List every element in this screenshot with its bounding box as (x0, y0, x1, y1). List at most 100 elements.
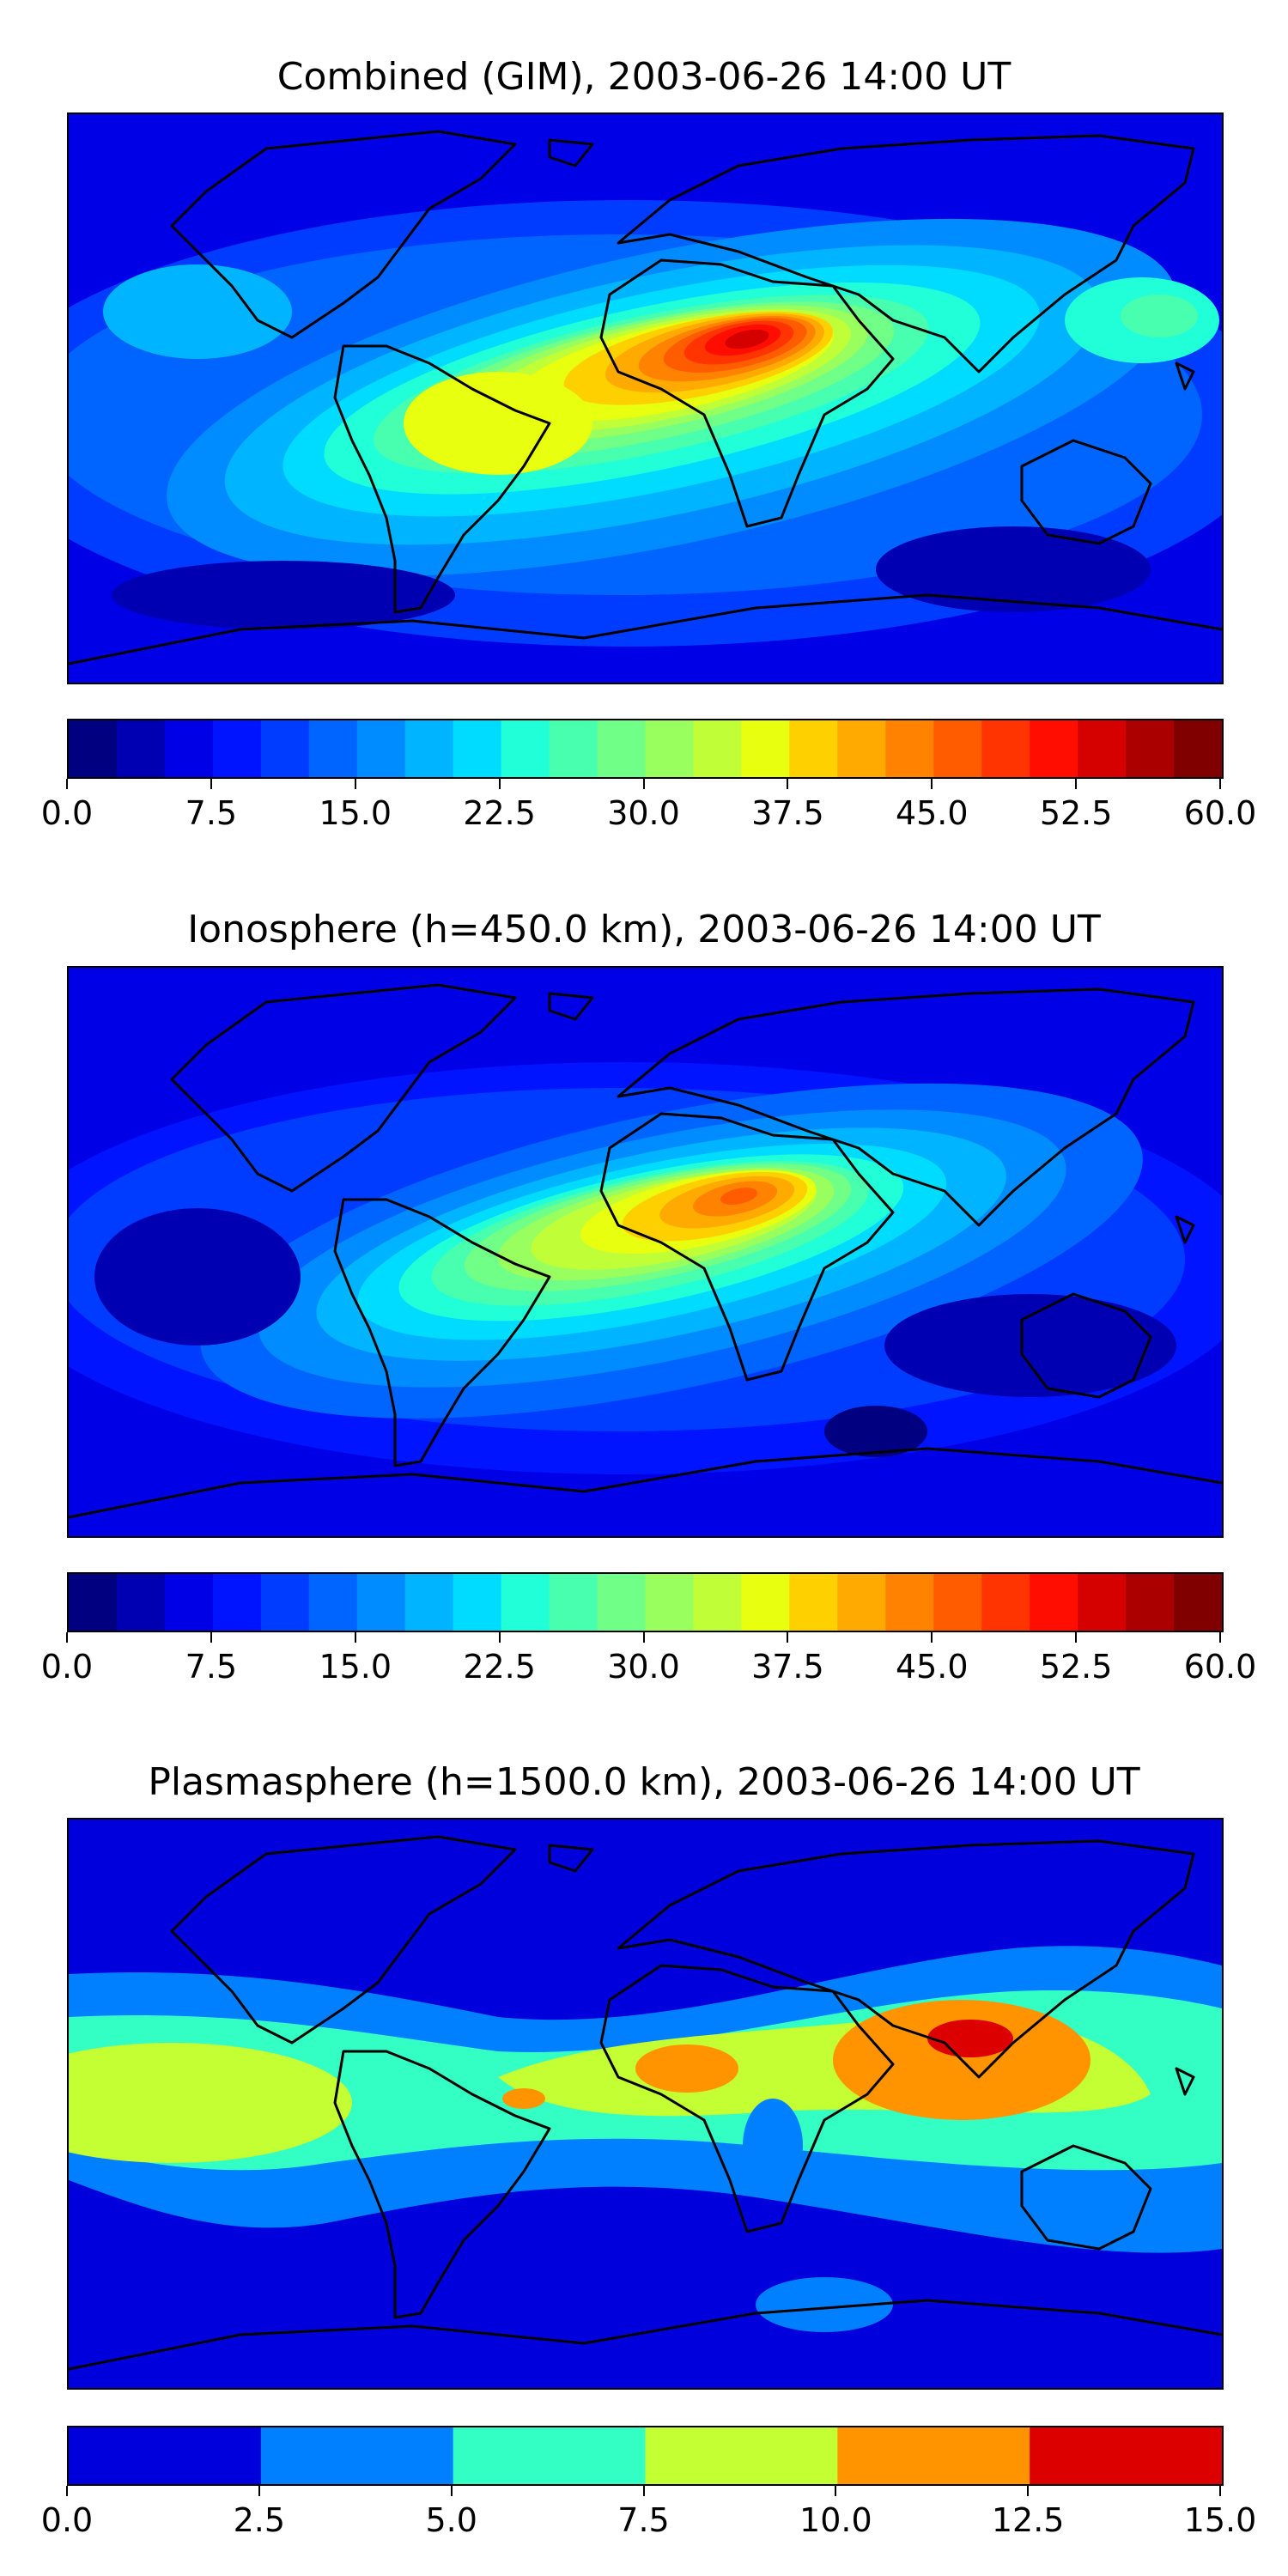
colorbar-swatch (116, 720, 166, 777)
colorbar-swatch (212, 1574, 262, 1631)
colorbar (67, 2426, 1224, 2486)
colorbar-swatch (1078, 1574, 1127, 1631)
colorbar-tick (1075, 1632, 1078, 1643)
colorbar-tick-label: 22.5 (463, 1648, 536, 1686)
colorbar-tick (354, 1632, 356, 1643)
colorbar-tick (1219, 1632, 1221, 1643)
colorbar-ticks: 0.0 2.5 5.0 7.5 10.0 12.5 15.0 (41, 2486, 1256, 2539)
colorbar-tick-label: 30.0 (607, 1648, 680, 1686)
colorbar-swatch (116, 1574, 166, 1631)
colorbar-tick-label: 5.0 (425, 2501, 477, 2539)
colorbar-swatch (933, 720, 982, 777)
colorbar-tick (354, 779, 356, 789)
colorbar-swatch (645, 2427, 838, 2484)
colorbar-tick (835, 2486, 837, 2496)
coastline (69, 130, 1222, 665)
colorbar-tick-label: 15.0 (1183, 2501, 1257, 2539)
colorbar-tick (787, 1632, 789, 1643)
colorbar-swatch (885, 720, 934, 777)
colorbar-tick-label: 7.5 (185, 794, 238, 832)
colorbar-swatch (501, 1574, 550, 1631)
colorbar-tick-label: 7.5 (185, 1648, 238, 1686)
colorbar-tick-label: 37.5 (751, 1648, 824, 1686)
colorbar-tick (787, 779, 789, 789)
colorbar-tick-label: 60.0 (1183, 794, 1257, 832)
colorbar-tick (210, 779, 212, 789)
colorbar-tick-label: 2.5 (233, 2501, 286, 2539)
panel-title: Ionosphere (h=450.0 km), 2003-06-26 14:0… (187, 908, 1101, 951)
colorbar-tick-label: 15.0 (319, 1648, 392, 1686)
colorbar-tick-label: 37.5 (751, 794, 824, 832)
colorbar-swatch (981, 720, 1030, 777)
colorbar-swatch (260, 1574, 310, 1631)
colorbar-swatch (549, 1574, 598, 1631)
colorbar-swatch (164, 720, 214, 777)
colorbar-tick-label: 10.0 (799, 2501, 872, 2539)
colorbar-tick-label: 60.0 (1183, 1648, 1257, 1686)
colorbar-swatch (789, 720, 838, 777)
colorbar-swatch (1030, 720, 1078, 777)
colorbar-tick-label: 0.0 (40, 1648, 94, 1686)
colorbar-ticks: 0.0 7.5 15.0 22.5 30.0 37.5 45.0 52.5 60.0 (41, 1632, 1256, 1686)
colorbar-tick (258, 2486, 260, 2496)
colorbar-tick (931, 779, 933, 789)
colorbar-tick (1075, 779, 1078, 789)
colorbar-swatch (837, 1574, 886, 1631)
colorbar-tick-label: 0.0 (40, 2501, 94, 2539)
colorbar (67, 719, 1224, 779)
colorbar-swatch (597, 720, 646, 777)
colorbar-swatch (789, 1574, 838, 1631)
colorbar-swatch (549, 720, 598, 777)
colorbar-swatch (1126, 720, 1175, 777)
colorbar-swatch (404, 720, 454, 777)
colorbar-swatch (645, 720, 694, 777)
colorbar (67, 1572, 1224, 1632)
colorbar-tick (450, 2486, 453, 2496)
colorbar-swatch (212, 720, 262, 777)
colorbar-swatch (1126, 1574, 1175, 1631)
colorbar-tick (210, 1632, 212, 1643)
tec-map (67, 112, 1224, 684)
colorbar-swatch (453, 720, 502, 777)
colorbar-tick (1219, 779, 1221, 789)
colorbar-tick (66, 2486, 68, 2496)
colorbar-swatch (981, 1574, 1030, 1631)
colorbar-swatch (1174, 1574, 1222, 1631)
colorbar-swatch (693, 1574, 742, 1631)
tec-map (67, 966, 1224, 1538)
tec-map (67, 1818, 1224, 2390)
colorbar-swatch (356, 720, 406, 777)
colorbar-tick-label: 7.5 (617, 2501, 670, 2539)
colorbar-ticks: 0.0 7.5 15.0 22.5 30.0 37.5 45.0 52.5 60.0 (41, 779, 1256, 832)
colorbar-swatch (260, 2427, 454, 2484)
colorbar-swatch (741, 720, 790, 777)
colorbar-tick-label: 45.0 (895, 794, 969, 832)
colorbar-tick-label: 52.5 (1039, 1648, 1113, 1686)
colorbar-swatch (356, 1574, 406, 1631)
colorbar-tick (642, 1632, 645, 1643)
colorbar-tick (931, 1632, 933, 1643)
colorbar-swatch (308, 1574, 358, 1631)
coastline (69, 1835, 1222, 2371)
colorbar-tick (642, 779, 645, 789)
colorbar-swatch (260, 720, 310, 777)
colorbar-tick (66, 1632, 68, 1643)
colorbar-swatch (308, 720, 358, 777)
colorbar-swatch (1078, 720, 1127, 777)
colorbar-swatch (501, 720, 550, 777)
colorbar-tick-label: 12.5 (991, 2501, 1065, 2539)
colorbar-tick (1219, 2486, 1221, 2496)
colorbar-tick (498, 779, 501, 789)
colorbar-tick-label: 52.5 (1039, 794, 1113, 832)
colorbar-swatch (69, 2427, 262, 2484)
colorbar-swatch (404, 1574, 454, 1631)
colorbar-swatch (597, 1574, 646, 1631)
colorbar-swatch (837, 720, 886, 777)
colorbar-tick (642, 2486, 645, 2496)
colorbar-swatch (741, 1574, 790, 1631)
colorbar-swatch (69, 720, 118, 777)
colorbar-swatch (1174, 720, 1222, 777)
colorbar-swatch (453, 2427, 646, 2484)
colorbar-tick (498, 1632, 501, 1643)
colorbar-swatch (1030, 2427, 1222, 2484)
